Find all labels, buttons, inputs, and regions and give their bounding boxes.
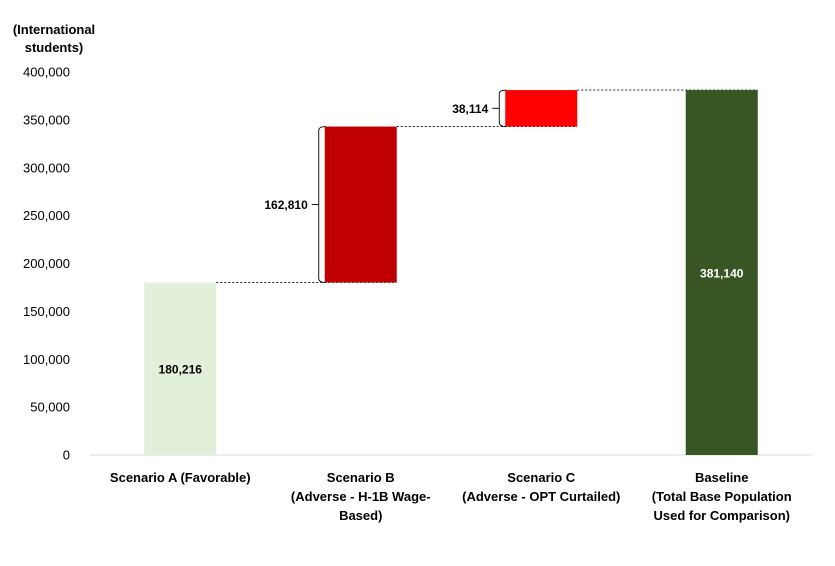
y-axis-unit-label: (International students) [4,21,104,57]
y-tick-label: 300,000 [23,160,70,175]
y-tick-label: 350,000 [23,112,70,127]
bar [685,90,758,456]
x-category-label: Used for Comparison) [653,508,790,523]
x-category-label: Scenario C [507,470,576,485]
x-category-label: (Adverse - OPT Curtailed) [462,489,620,504]
y-tick-label: 250,000 [23,208,70,223]
y-tick-label: 100,000 [23,352,70,367]
y-tick-label: 0 [63,448,70,463]
x-category-label: Scenario B [327,470,395,485]
data-label: 180,216 [159,363,203,377]
bar [324,126,397,283]
y-tick-label: 150,000 [23,304,70,319]
data-label: 381,140 [700,267,744,281]
y-tick-label: 50,000 [30,400,70,415]
bracket [498,89,507,128]
bracket [318,126,326,283]
y-tick-label: 200,000 [23,256,70,271]
y-tick-label: 400,000 [23,65,70,80]
x-category-label: (Adverse - H-1B Wage- [291,489,431,504]
data-label: 38,114 [452,102,488,116]
x-category-label: Baseline [695,470,748,485]
y-axis-unit-line-2: students) [24,40,84,55]
bar [505,90,578,127]
x-category-label: (Total Base Population [652,489,792,504]
data-label: 162,810 [264,198,308,212]
y-axis-unit-line-1: (International [12,22,96,37]
x-category-label: Based) [339,508,382,523]
x-category-label: Scenario A (Favorable) [110,470,251,485]
bar [144,282,217,455]
